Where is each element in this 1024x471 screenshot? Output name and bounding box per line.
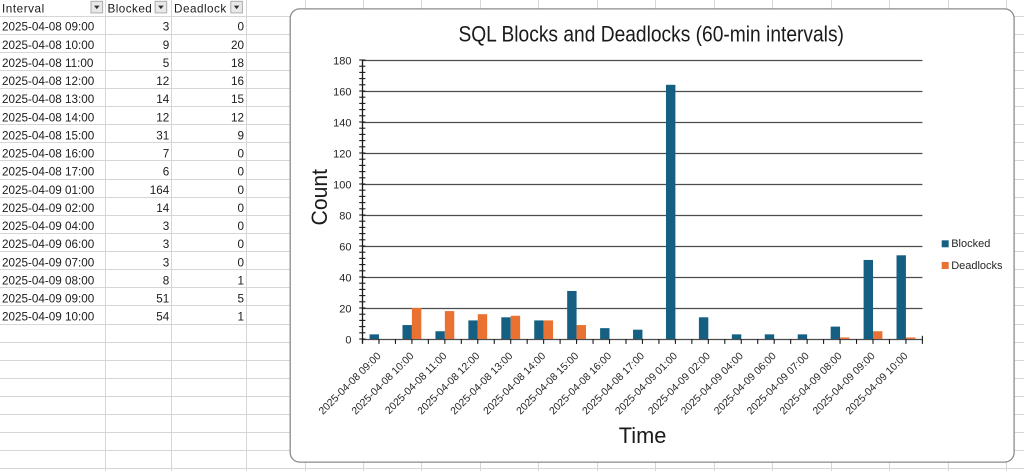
- svg-text:40: 40: [339, 273, 351, 285]
- svg-text:20: 20: [339, 304, 351, 316]
- svg-text:31: 31: [156, 129, 169, 142]
- svg-text:Time: Time: [619, 423, 667, 448]
- svg-text:2025-04-08 17:00: 2025-04-08 17:00: [2, 166, 95, 179]
- svg-text:Blocked: Blocked: [108, 3, 153, 16]
- svg-text:54: 54: [156, 311, 170, 324]
- svg-text:0: 0: [237, 238, 244, 251]
- svg-text:60: 60: [339, 242, 351, 254]
- svg-text:2025-04-09 01:00: 2025-04-09 01:00: [2, 184, 95, 197]
- svg-text:1: 1: [237, 311, 244, 324]
- svg-text:SQL Blocks and Deadlocks (60-m: SQL Blocks and Deadlocks (60-min interva…: [458, 22, 844, 47]
- svg-text:2025-04-08 09:00: 2025-04-08 09:00: [2, 21, 95, 34]
- svg-text:0: 0: [237, 21, 244, 34]
- svg-text:100: 100: [333, 180, 351, 192]
- svg-text:0: 0: [237, 184, 244, 197]
- svg-text:Blocked: Blocked: [951, 238, 990, 250]
- svg-text:2025-04-08 10:00: 2025-04-08 10:00: [2, 39, 95, 52]
- svg-text:18: 18: [231, 57, 244, 70]
- svg-text:2025-04-08 12:00: 2025-04-08 12:00: [2, 75, 95, 88]
- svg-text:8: 8: [163, 274, 170, 287]
- svg-text:Deadlock: Deadlock: [174, 3, 227, 16]
- svg-text:140: 140: [333, 118, 351, 130]
- svg-text:0: 0: [237, 166, 244, 179]
- svg-text:0: 0: [237, 202, 244, 215]
- svg-text:2025-04-09 09:00: 2025-04-09 09:00: [2, 293, 95, 306]
- svg-text:51: 51: [156, 293, 169, 306]
- svg-text:12: 12: [231, 111, 244, 124]
- svg-text:0: 0: [237, 220, 244, 233]
- svg-text:14: 14: [156, 202, 170, 215]
- svg-text:80: 80: [339, 211, 351, 223]
- svg-text:3: 3: [163, 220, 170, 233]
- svg-text:16: 16: [231, 75, 244, 88]
- svg-text:12: 12: [156, 111, 169, 124]
- svg-text:2025-04-09 06:00: 2025-04-09 06:00: [2, 238, 95, 251]
- svg-text:164: 164: [150, 184, 170, 197]
- svg-text:2025-04-09 10:00: 2025-04-09 10:00: [2, 311, 95, 324]
- svg-text:12: 12: [156, 75, 169, 88]
- svg-text:2025-04-08 11:00: 2025-04-08 11:00: [2, 57, 94, 70]
- svg-text:9: 9: [163, 39, 170, 52]
- svg-text:2025-04-09 08:00: 2025-04-09 08:00: [2, 274, 95, 287]
- svg-text:120: 120: [333, 149, 351, 161]
- svg-text:0: 0: [237, 256, 244, 269]
- svg-text:2025-04-09 07:00: 2025-04-09 07:00: [2, 256, 95, 269]
- svg-text:0: 0: [345, 335, 351, 347]
- svg-text:14: 14: [156, 93, 170, 106]
- svg-text:180: 180: [333, 56, 351, 68]
- svg-text:160: 160: [333, 87, 351, 99]
- svg-text:Deadlocks: Deadlocks: [951, 260, 1003, 272]
- svg-text:5: 5: [163, 57, 170, 70]
- svg-text:2025-04-09 02:00: 2025-04-09 02:00: [2, 202, 95, 215]
- svg-text:2025-04-09 04:00: 2025-04-09 04:00: [2, 220, 95, 233]
- svg-text:3: 3: [163, 256, 170, 269]
- svg-text:6: 6: [163, 166, 170, 179]
- svg-text:0: 0: [237, 148, 244, 161]
- svg-text:20: 20: [231, 39, 245, 52]
- svg-text:2025-04-08 14:00: 2025-04-08 14:00: [2, 111, 95, 124]
- svg-text:Count: Count: [307, 169, 332, 226]
- svg-text:2025-04-08 16:00: 2025-04-08 16:00: [2, 148, 95, 161]
- svg-text:15: 15: [231, 93, 245, 106]
- svg-text:5: 5: [237, 293, 244, 306]
- svg-text:2025-04-08 15:00: 2025-04-08 15:00: [2, 129, 95, 142]
- svg-text:9: 9: [237, 129, 244, 142]
- svg-text:Interval: Interval: [2, 3, 45, 16]
- svg-text:3: 3: [163, 238, 170, 251]
- svg-text:1: 1: [237, 274, 244, 287]
- svg-text:3: 3: [163, 21, 170, 34]
- svg-text:7: 7: [163, 148, 170, 161]
- svg-text:2025-04-08 13:00: 2025-04-08 13:00: [2, 93, 95, 106]
